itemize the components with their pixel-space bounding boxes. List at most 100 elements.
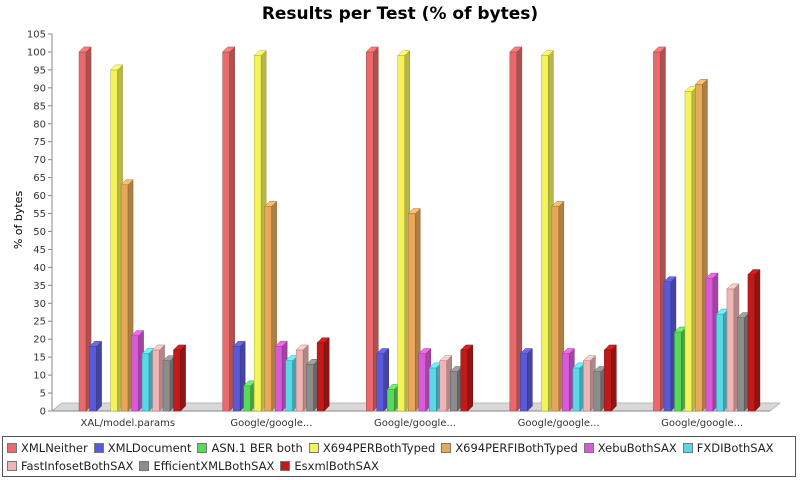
y-tick-label: 25: [33, 317, 46, 328]
bar-top: [540, 50, 554, 56]
bar-x694perfibothtyped-5: [695, 84, 703, 412]
bar-asn-1-ber-both-5: [674, 331, 682, 412]
bar-x694perbothtyped-4: [541, 55, 549, 412]
legend-swatch: [308, 443, 319, 453]
legend-label: XMLNeither: [21, 441, 88, 455]
legend-swatch: [93, 443, 104, 453]
legend-label: ASN.1 BER both: [211, 441, 303, 455]
legend-item-x694perfibothtyped: X694PERFIBothTyped: [441, 441, 578, 455]
bar-esxmlbothsax-4: [604, 349, 612, 412]
legend-swatch: [441, 443, 452, 453]
y-tick-label: 60: [33, 191, 46, 202]
bar-fxdibothsax-3: [429, 367, 437, 412]
bar-side: [527, 347, 533, 412]
bar-top: [460, 344, 474, 351]
y-tick-label: 80: [33, 119, 46, 130]
bar-fastinfosetbothsax-3: [439, 360, 447, 412]
y-tick-label: 0: [40, 407, 46, 418]
bar-fxdibothsax-1: [141, 353, 150, 412]
y-tick-label: 70: [33, 155, 46, 166]
chart-title: Results per Test (% of bytes): [262, 4, 538, 24]
legend-label: XMLDocument: [107, 441, 192, 455]
legend-swatch: [7, 461, 17, 471]
legend-swatch: [583, 443, 594, 453]
bar-top: [705, 272, 719, 279]
bar-x694perbothtyped-5: [684, 91, 693, 412]
bar-top: [652, 46, 667, 53]
bar-top: [418, 348, 432, 354]
bar-side: [96, 340, 102, 412]
bar-top: [551, 201, 565, 207]
bar-esxmlbothsax-1: [173, 349, 181, 412]
bar-top: [397, 50, 411, 56]
bar-top: [151, 344, 166, 351]
bar-side: [180, 344, 186, 412]
legend-item-fxdibothsax: FXDIBothSAX: [682, 441, 774, 455]
bar-fastinfosetbothsax-1: [152, 349, 160, 412]
bar-fastinfosetbothsax-4: [583, 360, 591, 412]
legend-item-x694perbothtyped: X694PERBothTyped: [308, 441, 436, 455]
legend-item-efficientxmlbothsax: EfficientXMLBothSAX: [139, 459, 274, 473]
bar-xmlneither-4: [509, 51, 518, 412]
bar-top: [78, 46, 92, 53]
legend-label: FXDIBothSAX: [696, 441, 774, 455]
legend-item-asn-1-ber-both: ASN.1 BER both: [197, 441, 303, 455]
y-tick-label: 20: [33, 335, 46, 346]
bar-side: [323, 337, 330, 412]
legend-item-xmlneither: XMLNeither: [7, 441, 88, 455]
legend-label: X694PERFIBothTyped: [455, 441, 578, 455]
bar-top: [274, 341, 288, 347]
x-category-label: Google/google...: [661, 418, 743, 429]
bar-top: [253, 50, 267, 56]
bar-x694perbothtyped-2: [253, 55, 262, 412]
y-tick-label: 85: [33, 101, 46, 112]
bar-esxmlbothsax-5: [747, 274, 756, 412]
legend: XMLNeither XMLDocument ASN.1 BER both X694P…: [2, 436, 796, 477]
bar-top: [603, 344, 617, 351]
bar-fxdibothsax-2: [285, 360, 293, 412]
y-tick-label: 40: [33, 263, 46, 274]
legend-item-esxmlbothsax: EsxmlBothSAX: [280, 459, 379, 473]
bar-top: [509, 46, 523, 53]
bar-efficientxmlbothsax-2: [306, 364, 314, 412]
bar-efficientxmlbothsax-1: [162, 360, 171, 412]
bar-asn-1-ber-both-3: [387, 389, 395, 412]
bar-xebubothsax-4: [562, 353, 570, 412]
bar-xmldocument-3: [376, 353, 384, 412]
bar-x694perfibothtyped-4: [551, 206, 560, 412]
bar-xmlneither-2: [222, 51, 230, 412]
bar-top: [726, 283, 740, 290]
bar-esxmlbothsax-2: [316, 342, 325, 412]
bar-xmldocument-4: [520, 353, 528, 412]
x-category-label: Google/google...: [230, 418, 312, 429]
legend-item-xmldocument: XMLDocument: [93, 441, 192, 455]
bar-side: [754, 268, 761, 412]
y-tick-label: 45: [33, 245, 46, 256]
legend-swatch: [139, 461, 150, 471]
y-tick-label: 5: [40, 389, 46, 400]
legend-label: X694PERBothTyped: [322, 441, 436, 455]
bar-top: [172, 344, 187, 351]
legend-item-fastinfosetbothsax: FastInfosetBothSAX: [7, 459, 133, 473]
y-tick-label: 90: [33, 83, 46, 94]
bar-top: [109, 64, 124, 71]
y-tick-label: 100: [27, 47, 46, 58]
bar-side: [467, 344, 473, 412]
legend-swatch: [197, 443, 208, 453]
bar-efficientxmlbothsax-4: [593, 371, 602, 412]
bar-top: [407, 208, 421, 214]
bar-top: [376, 348, 390, 354]
bar-asn-1-ber-both-2: [243, 385, 251, 412]
bar-xmlneither-5: [653, 51, 661, 412]
bar-top: [582, 355, 596, 361]
bar-top: [561, 348, 575, 354]
bar-xebubothsax-3: [418, 353, 426, 412]
bar-top: [663, 276, 677, 282]
bar-top: [439, 355, 453, 361]
bar-esxmlbothsax-3: [460, 349, 468, 412]
bar-xebubothsax-5: [705, 277, 714, 412]
y-tick-label: 30: [33, 299, 46, 310]
y-tick-label: 95: [33, 65, 46, 76]
bar-xmldocument-2: [232, 346, 241, 412]
